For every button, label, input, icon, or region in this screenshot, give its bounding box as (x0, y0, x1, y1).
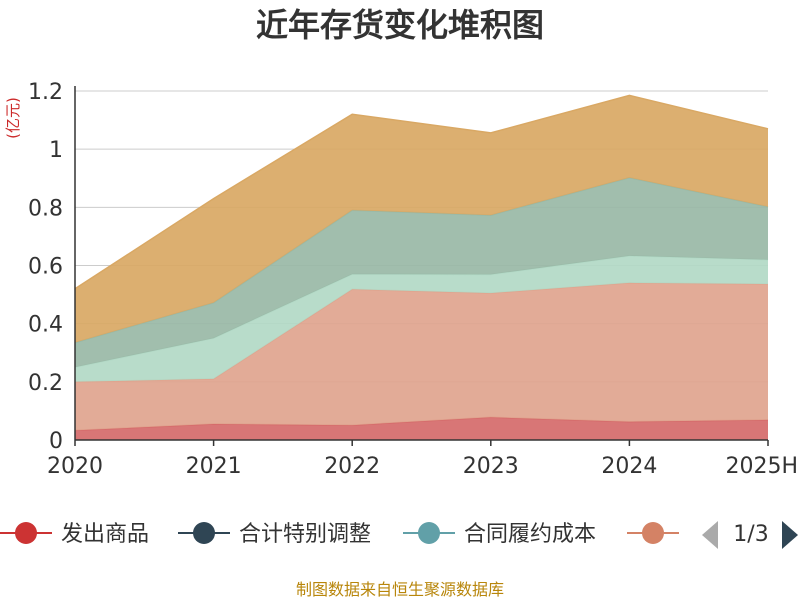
x-tick-label: 2025H (725, 454, 798, 479)
x-tick-label: 2022 (324, 454, 380, 479)
area-band (75, 255, 768, 382)
source-note: 制图数据来自恒生聚源数据库 (296, 580, 504, 599)
legend-page-indicator: 1/3 (733, 522, 768, 547)
area-band (75, 417, 768, 440)
x-tick-label: 2020 (47, 454, 103, 479)
legend-label: 发出商品 (61, 522, 149, 547)
y-tick-label: 0.2 (28, 371, 63, 396)
area-series (74, 94, 769, 440)
y-tick-label: 0.6 (28, 255, 63, 280)
area-edge-line (74, 282, 769, 383)
legend-marker (418, 522, 440, 544)
y-tick-label: 0.8 (28, 196, 63, 221)
chart-title: 近年存货变化堆积图 (256, 6, 544, 44)
legend-marker (193, 522, 215, 544)
legend-next-page-icon[interactable] (782, 521, 798, 549)
area-band (75, 282, 768, 431)
legend-label: 合计特别调整 (239, 522, 371, 547)
area-edge-line (74, 94, 769, 290)
legend-marker (642, 522, 664, 544)
y-tick-label: 0.4 (28, 313, 63, 338)
area-band (75, 95, 768, 343)
y-tick-label: 1 (49, 138, 63, 163)
area-band (75, 177, 768, 368)
legend[interactable]: 发出商品 合计特别调整 合同履约成本 1/3 (0, 521, 798, 549)
y-tick-label: 0 (49, 429, 63, 454)
x-tick-label: 2021 (186, 454, 242, 479)
legend-prev-page-icon[interactable] (702, 521, 718, 549)
legend-item[interactable]: 合计特别调整 (178, 522, 371, 547)
y-tick-label: 1.2 (28, 80, 63, 105)
legend-item[interactable] (627, 522, 679, 544)
y-unit-label: (亿元) (4, 97, 22, 139)
x-tick-label: 2024 (601, 454, 657, 479)
legend-item[interactable]: 发出商品 (0, 522, 149, 547)
legend-marker (15, 522, 37, 544)
legend-item[interactable]: 合同履约成本 (403, 522, 596, 547)
x-tick-label: 2023 (463, 454, 519, 479)
legend-label: 合同履约成本 (464, 522, 596, 547)
axes: 0 0.2 0.4 0.6 0.8 1 1.2 2020 2021 2022 2023 2024 202… (28, 80, 798, 479)
